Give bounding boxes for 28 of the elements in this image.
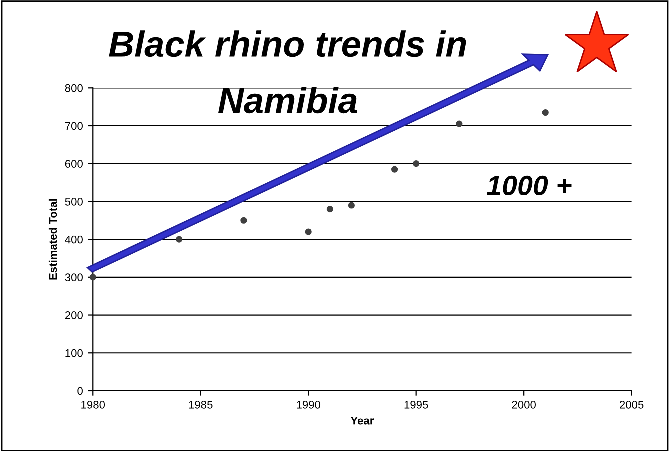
- x-tick-label: 1995: [404, 400, 428, 409]
- point: [542, 109, 549, 116]
- y-tick-label: 100: [66, 349, 83, 358]
- annotation: 1000 +: [487, 176, 572, 196]
- x-tick-label: 2005: [620, 400, 644, 409]
- y-tick-label: 600: [65, 160, 83, 168]
- point: [176, 236, 183, 243]
- point: [456, 120, 463, 128]
- y-axis-title: Estimated Total: [48, 199, 58, 280]
- y-tick-label: 700: [65, 122, 83, 130]
- x-tick-label: 1980: [82, 400, 106, 409]
- y-tick-label: 0: [78, 387, 83, 396]
- point: [348, 202, 355, 209]
- y-tick-label: 500: [65, 198, 83, 206]
- point: [326, 206, 334, 213]
- x-tick-label: 2000: [512, 400, 536, 409]
- y-tick-label: 300: [65, 274, 83, 282]
- y-tick-label: 400: [65, 236, 83, 244]
- x-axis-title: Year: [350, 417, 374, 425]
- x-tick-label: 1990: [297, 400, 321, 409]
- point: [305, 228, 312, 236]
- x-tick-label: 1985: [189, 400, 213, 409]
- point: [240, 217, 248, 224]
- chart-title: Black rhino trends in Namibia: [109, 30, 466, 114]
- point: [391, 166, 398, 173]
- y-tick-label: 200: [65, 312, 83, 320]
- y-tick-label: 800: [65, 84, 83, 92]
- point: [413, 160, 420, 168]
